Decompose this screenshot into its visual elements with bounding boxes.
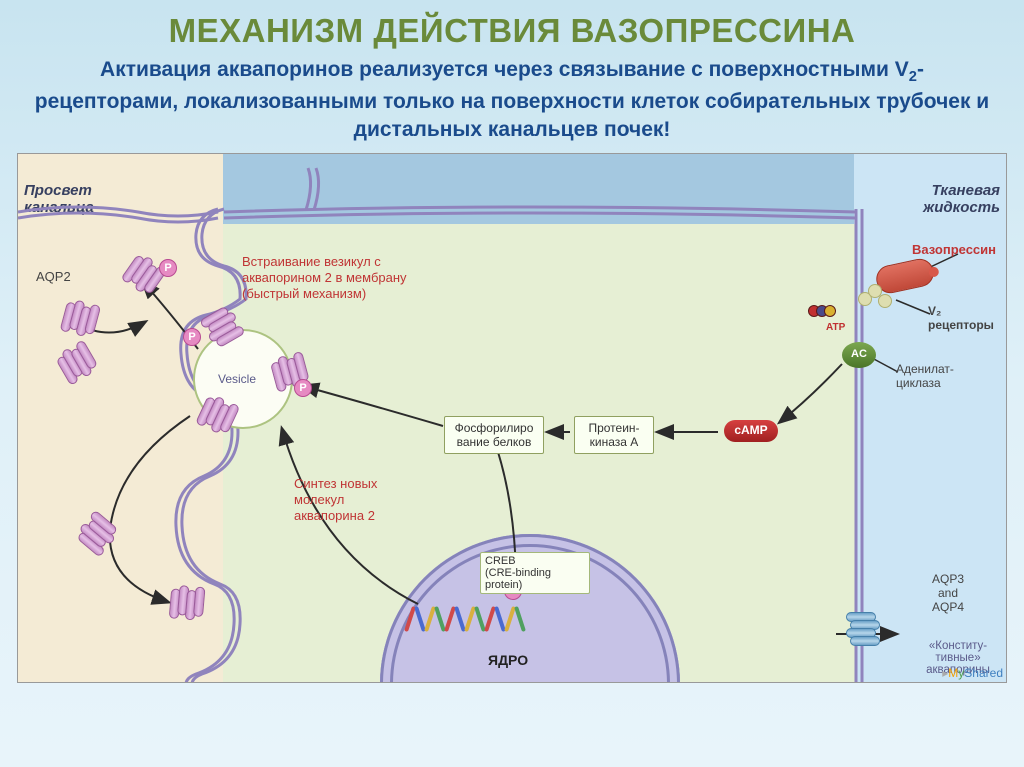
aqp2-recycled-2 [169, 584, 212, 623]
adenylate-label: Аденилат-циклаза [896, 362, 966, 390]
nucleus-label: ЯДРО [488, 652, 528, 668]
aqp34 [844, 612, 880, 652]
aqp34-label: AQP3andAQP4 [918, 572, 978, 614]
vesicle-label: Vesicle [218, 372, 256, 386]
atp-molecule [808, 304, 836, 322]
pka-box: Протеин-киназа А [574, 416, 654, 454]
atp-label: ATP [826, 322, 845, 333]
phos-3: P [294, 379, 312, 397]
subtitle: Активация аквапоринов реализуется через … [0, 56, 1024, 153]
vasopressin-label: Вазопрессин [912, 242, 996, 258]
tissue-label: Тканевая жидкость [890, 182, 1000, 216]
aqp2-label: AQP2 [36, 269, 71, 284]
lumen-label: Просвет канальца [24, 182, 114, 216]
diagram-container: Просвет канальца Тканевая жидкость ЯДРО [17, 153, 1007, 683]
creb-box: CREB(CRE-bindingprotein) [480, 552, 590, 594]
page-title: МЕХАНИЗМ ДЕЙСТВИЯ ВАЗОПРЕССИНА [0, 0, 1024, 56]
vesicle-insertion-label: Встраивание везикул с аквапорином 2 в ме… [242, 254, 414, 303]
dna [408, 606, 558, 634]
watermark: ▸MyShared [942, 666, 1003, 680]
phos-1: P [159, 259, 177, 277]
adenylate-cyclase: AC [842, 342, 876, 368]
synthesis-label: Синтез новых молекул аквапорина 2 [294, 476, 414, 525]
phos-2: P [183, 328, 201, 346]
v2-receptor [858, 284, 894, 314]
phosphorylation-box: Фосфорилирование белков [444, 416, 544, 454]
camp: cAMP [724, 420, 778, 442]
v2-receptor-label: V₂ рецепторы [928, 304, 1007, 332]
